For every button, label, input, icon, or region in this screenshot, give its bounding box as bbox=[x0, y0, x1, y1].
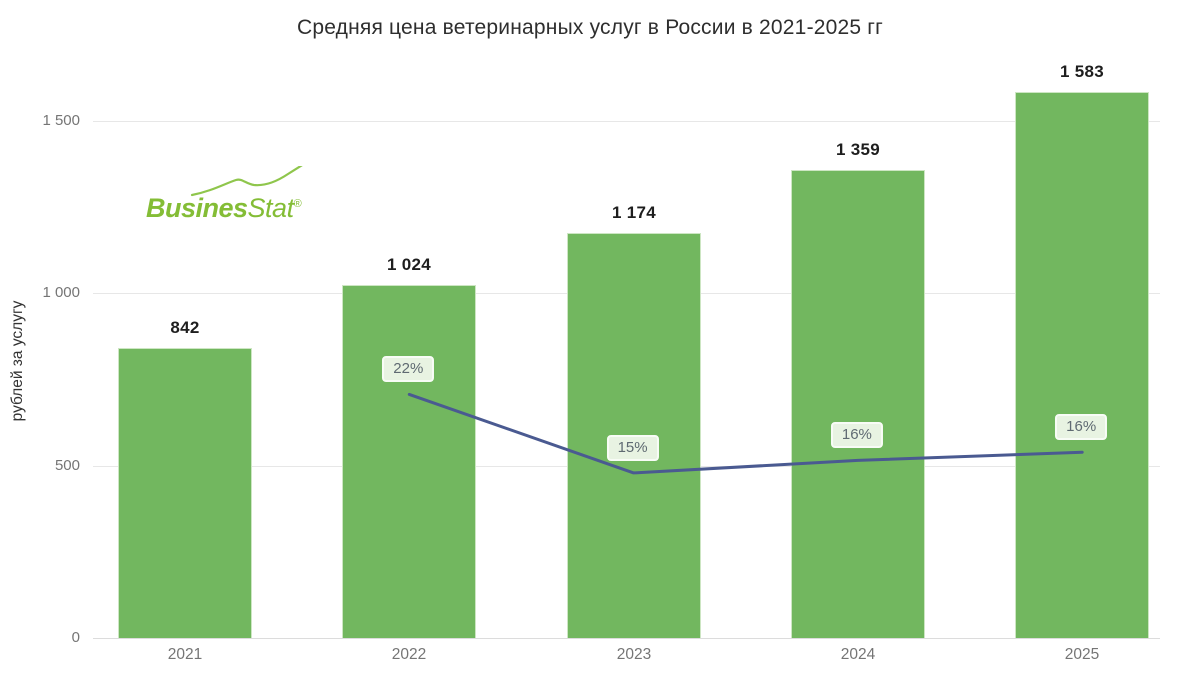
x-axis-line bbox=[93, 638, 1160, 639]
bar-2022 bbox=[342, 285, 476, 638]
bar-value-label: 1 359 bbox=[835, 140, 881, 159]
logo-text: BusinesStat® bbox=[146, 191, 302, 222]
x-axis-tick-label: 2025 bbox=[1064, 646, 1100, 663]
y-axis-tick-label: 1 000 bbox=[42, 284, 80, 301]
x-axis-tick-label: 2024 bbox=[840, 646, 876, 663]
y-axis-title: рублей за услугу bbox=[9, 300, 26, 422]
growth-percent-label: 15% bbox=[606, 434, 659, 461]
x-axis-tick-label: 2022 bbox=[391, 646, 427, 663]
bar-2025 bbox=[1015, 92, 1149, 638]
gridline bbox=[93, 121, 1160, 122]
logo-text-stat: Stat bbox=[247, 193, 295, 223]
growth-line bbox=[407, 392, 1084, 475]
registered-mark: ® bbox=[293, 198, 302, 210]
y-axis-tick-label: 500 bbox=[54, 457, 80, 474]
x-axis-tick-label: 2023 bbox=[616, 646, 652, 663]
bar-value-label: 1 583 bbox=[1059, 62, 1105, 81]
logo-sparkline-icon bbox=[190, 166, 303, 197]
bar-value-label: 842 bbox=[170, 318, 200, 337]
growth-percent-label: 22% bbox=[382, 356, 435, 383]
y-axis-tick-label: 0 bbox=[71, 629, 80, 646]
y-axis-tick-label: 1 500 bbox=[42, 112, 80, 129]
x-axis-tick-label: 2021 bbox=[167, 646, 203, 663]
bar-value-label: 1 174 bbox=[611, 203, 657, 222]
chart-title: Средняя цена ветеринарных услуг в России… bbox=[296, 16, 884, 39]
bar-2021 bbox=[118, 348, 252, 638]
logo-text-busines: Busines bbox=[146, 193, 248, 223]
bar-value-label: 1 024 bbox=[386, 255, 432, 274]
bar-2024 bbox=[791, 170, 925, 638]
growth-percent-label: 16% bbox=[830, 422, 883, 449]
growth-percent-label: 16% bbox=[1055, 414, 1108, 441]
businesstat-logo: BusinesStat® bbox=[146, 166, 316, 222]
